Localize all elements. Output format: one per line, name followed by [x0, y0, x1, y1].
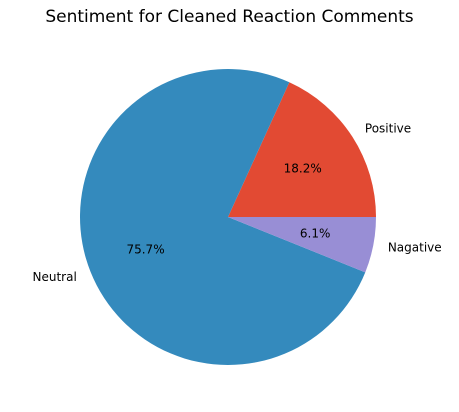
pie-slice-nagative [228, 217, 376, 273]
pie-slice-positive [228, 82, 376, 217]
pie-slice-neutral [79, 68, 366, 365]
pie-slices [79, 68, 376, 365]
slice-label-nagative: Nagative [388, 241, 442, 255]
chart-title: Sentiment for Cleaned Reaction Comments [45, 7, 414, 27]
slice-label-neutral: Neutral [33, 270, 77, 284]
slice-percent-positive: 18.2% [284, 161, 322, 175]
slice-percent-nagative: 6.1% [300, 226, 331, 240]
slice-label-positive: Positive [365, 121, 411, 135]
pie-labels: Positive 18.2% Neutral 75.7% Nagative 6.1% [33, 121, 442, 284]
slice-percent-neutral: 75.7% [126, 242, 164, 256]
